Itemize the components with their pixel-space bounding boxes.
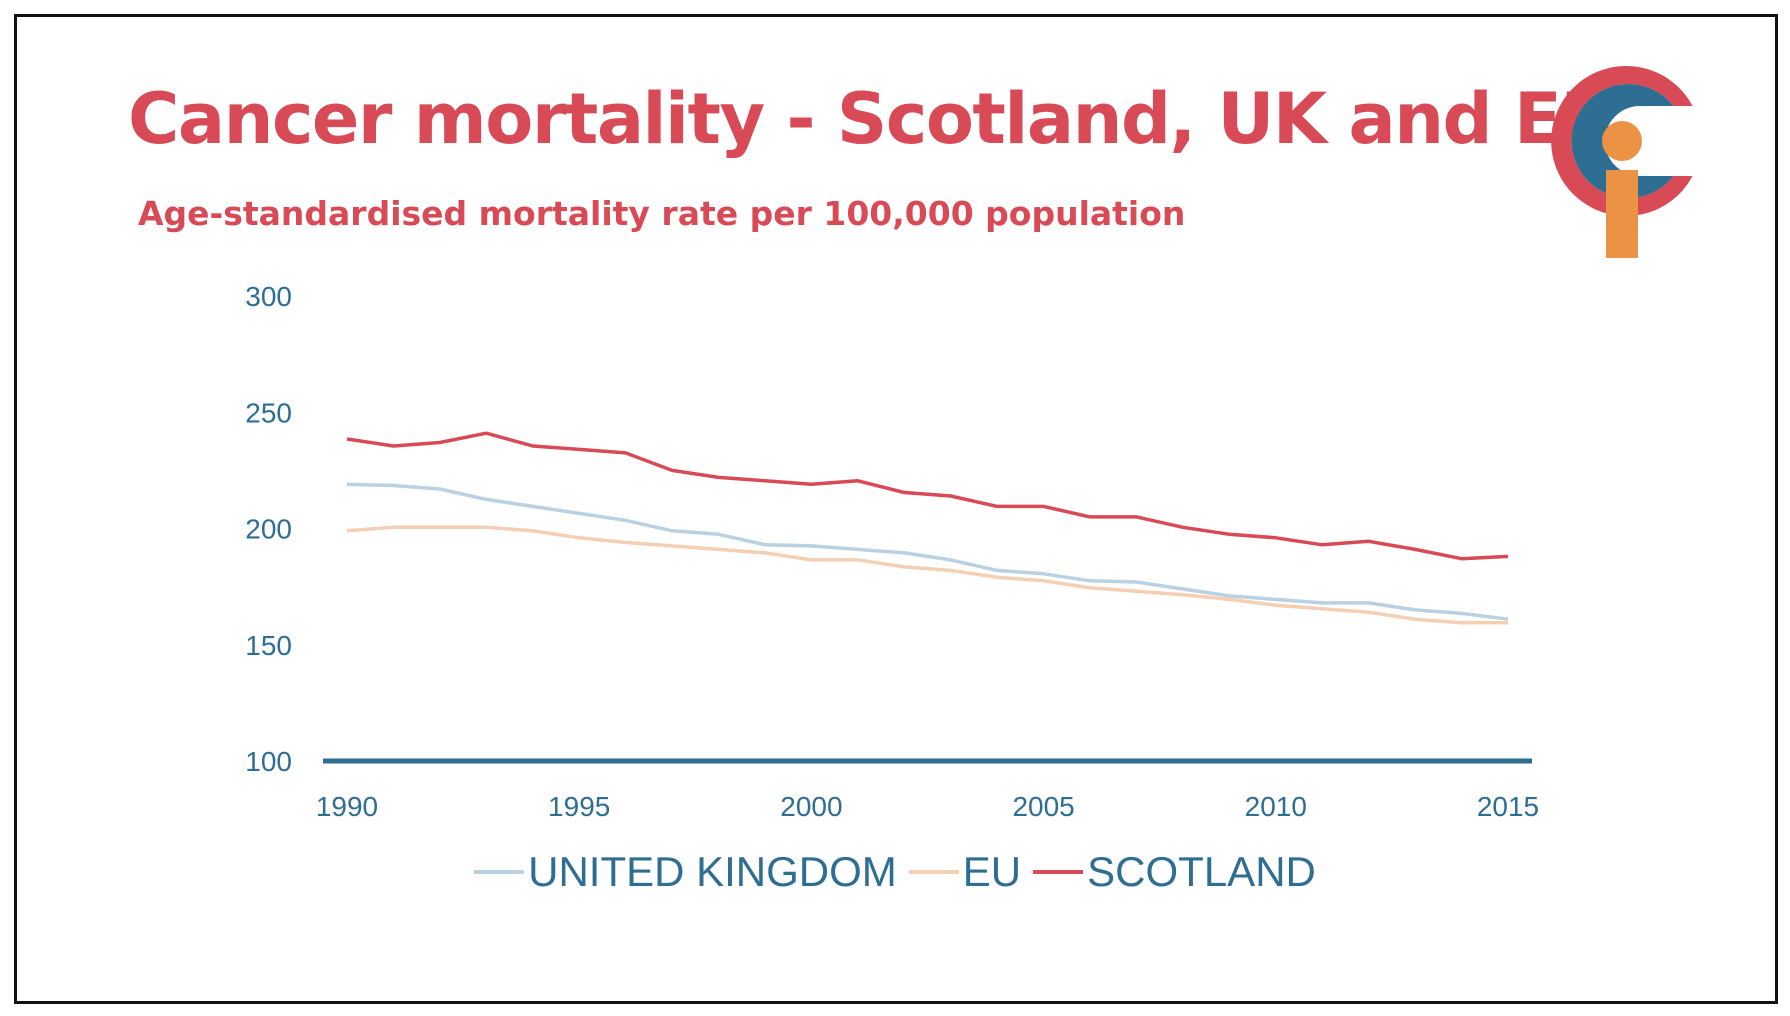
series-line-eu [346, 525, 1508, 625]
y-tick-label-200: 200 [245, 514, 292, 545]
x-axis-ticks: 1990 1995 2000 2005 2010 2015 [316, 791, 1539, 822]
y-tick-label-100: 100 [245, 746, 292, 777]
legend-swatch-eu [908, 870, 959, 874]
legend-item-united-kingdom: UNITED KINGDOM [474, 848, 897, 896]
legend: UNITED KINGDOM EU SCOTLAND [0, 848, 1790, 896]
x-tick-label-1995: 1995 [548, 791, 610, 822]
legend-label-scotland: SCOTLAND [1087, 848, 1316, 895]
y-axis-ticks: 300 250 200 150 100 [245, 281, 292, 777]
chart-title: Cancer mortality - Scotland, UK and EU [128, 78, 1617, 160]
y-tick-label-300: 300 [245, 281, 292, 312]
x-tick-label-2010: 2010 [1245, 791, 1307, 822]
legend-label-eu: EU [962, 848, 1022, 895]
logo-stem [1606, 170, 1638, 258]
x-tick-label-2000: 2000 [780, 791, 842, 822]
x-tick-label-2015: 2015 [1477, 791, 1539, 822]
slide-frame [14, 14, 1778, 1004]
logo-dot [1602, 121, 1642, 161]
x-tick-label-2005: 2005 [1012, 791, 1074, 822]
x-tick-label-1990: 1990 [316, 791, 378, 822]
legend-label-united-kingdom: UNITED KINGDOM [528, 848, 897, 895]
legend-swatch-scotland [1033, 870, 1084, 874]
y-tick-label-250: 250 [245, 397, 292, 428]
logo-inner-ring [1571, 84, 1674, 198]
logo-icon [1551, 66, 1693, 258]
series-line-scotland [346, 431, 1509, 561]
legend-item-scotland: SCOTLAND [1033, 848, 1316, 896]
legend-item-eu: EU [908, 848, 1022, 896]
series-line-united-kingdom [346, 482, 1509, 621]
legend-swatch-united-kingdom [474, 870, 525, 874]
series-lines [346, 431, 1509, 625]
chart-subtitle: Age-standardised mortality rate per 100,… [138, 194, 1186, 233]
y-tick-label-150: 150 [245, 630, 292, 661]
